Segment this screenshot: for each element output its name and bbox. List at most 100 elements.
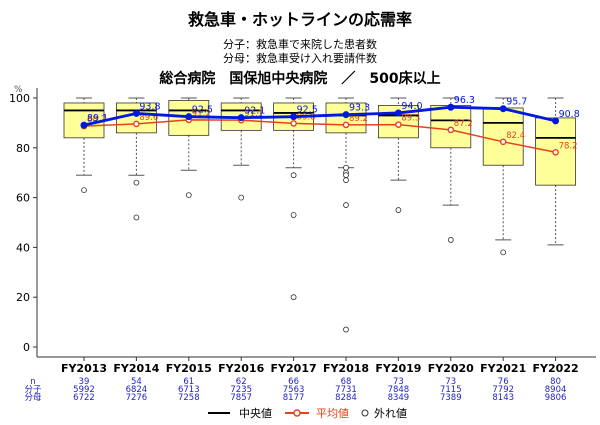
box-rect bbox=[482, 107, 524, 166]
outlier-point bbox=[81, 187, 87, 194]
hosp-series-value-label: 93.3 bbox=[349, 103, 370, 114]
count-n: 68 bbox=[341, 377, 352, 387]
outlier-point bbox=[290, 172, 297, 179]
boxplot-boxes bbox=[63, 97, 576, 333]
hosp-series-value-label: 89.1 bbox=[87, 113, 108, 124]
y-axis-ticks: 0 20 40 60 80 100 bbox=[9, 92, 37, 354]
outlier-point bbox=[343, 172, 349, 179]
outlier-point bbox=[447, 237, 454, 243]
hosp-series-point bbox=[342, 111, 350, 119]
mean-series-line bbox=[83, 119, 556, 154]
hosp-series-point bbox=[499, 105, 507, 113]
y-tick-label: 100 bbox=[9, 92, 30, 105]
y-tick-label: 60 bbox=[16, 192, 30, 205]
legend: 中央値 平均値 外れ値 bbox=[208, 407, 407, 420]
outlier-point bbox=[343, 326, 349, 333]
mean-series-value-label: 87.2 bbox=[454, 119, 473, 129]
counts-n-label: n bbox=[30, 377, 35, 387]
x-tick-label: FY2013 bbox=[61, 362, 107, 375]
counts-numerator-label: 分子 bbox=[24, 385, 42, 395]
legend-median-label: 中央値 bbox=[239, 407, 272, 420]
count-n: 39 bbox=[79, 377, 90, 387]
count-n: 66 bbox=[288, 377, 299, 387]
hosp-series-value-label: 90.8 bbox=[559, 109, 580, 120]
outlier-point bbox=[343, 177, 349, 184]
hosp-series-point bbox=[447, 103, 455, 111]
count-denominator: 8349 bbox=[388, 393, 410, 403]
count-n: 61 bbox=[183, 377, 194, 387]
count-n: 80 bbox=[550, 377, 561, 387]
box-group bbox=[482, 97, 524, 256]
outlier-point bbox=[343, 164, 349, 171]
y-tick-label: 20 bbox=[16, 291, 30, 304]
x-tick-label: FY2015 bbox=[166, 362, 212, 375]
hosp-series-value-label: 94.0 bbox=[401, 101, 422, 112]
hosp-series-point bbox=[80, 121, 88, 129]
mean-series-value-label: 88.7 bbox=[87, 115, 106, 125]
x-tick-label: FY2017 bbox=[271, 362, 317, 375]
legend-mean-marker bbox=[293, 409, 301, 417]
outlier-point bbox=[133, 214, 140, 221]
x-axis-labels: FY2013 FY2014 FY2015 FY2016 FY2017 FY2018 FY20… bbox=[61, 357, 579, 375]
x-tick-label: FY2014 bbox=[113, 362, 159, 375]
hosp-series-value-label: 92.1 bbox=[244, 106, 265, 117]
outlier-point bbox=[500, 249, 507, 256]
count-numerator: 7731 bbox=[335, 385, 357, 395]
box-group bbox=[325, 97, 367, 333]
count-numerator: 8904 bbox=[545, 385, 567, 395]
mean-series-value-label: 91.2 bbox=[192, 109, 211, 119]
mean-series-value-label: 91.1 bbox=[244, 109, 263, 119]
legend-outlier-marker bbox=[361, 409, 369, 417]
outlier-point bbox=[133, 179, 140, 186]
hosp-series-line bbox=[83, 105, 556, 127]
hosp-series-point bbox=[394, 109, 402, 117]
box-group bbox=[63, 97, 105, 194]
count-n: 73 bbox=[393, 377, 404, 387]
x-tick-label: FY2022 bbox=[533, 362, 579, 375]
hosp-series-point bbox=[132, 109, 140, 117]
mean-series-value-label: 89.6 bbox=[139, 113, 158, 123]
count-n: 73 bbox=[445, 377, 456, 387]
outlier-point bbox=[395, 207, 402, 213]
mean-series-point bbox=[499, 138, 507, 146]
counts-denominator-label: 分母 bbox=[24, 393, 41, 403]
hosp-series-point bbox=[237, 114, 245, 122]
y-tick-label: 0 bbox=[23, 341, 30, 354]
mean-series-point bbox=[552, 148, 559, 156]
count-denominator: 7276 bbox=[126, 393, 148, 403]
mean-series-value-label: 82.4 bbox=[506, 131, 525, 141]
hosp-series-value-label: 95.7 bbox=[506, 97, 527, 108]
mean-series-point bbox=[395, 121, 402, 128]
box-group bbox=[273, 97, 315, 301]
y-tick-label: 40 bbox=[16, 241, 30, 254]
x-tick-label: FY2021 bbox=[480, 362, 526, 375]
count-denominator: 7389 bbox=[440, 393, 462, 403]
denominator-note: 分母：救急車受け入れ要請件数 bbox=[223, 51, 377, 65]
count-numerator: 7235 bbox=[230, 385, 252, 395]
count-n: 54 bbox=[131, 377, 142, 387]
count-denominator: 6722 bbox=[73, 393, 95, 403]
mean-series-point bbox=[290, 120, 297, 127]
mean-series-value-label: 89.2 bbox=[349, 114, 368, 124]
chart-title: 救急車・ホットラインの応需率 bbox=[188, 10, 412, 29]
numerator-note: 分子：救急車で来院した患者数 bbox=[223, 37, 377, 51]
mean-series-value-label: 78.2 bbox=[559, 141, 578, 151]
count-numerator: 6824 bbox=[126, 385, 148, 395]
x-tick-label: FY2016 bbox=[218, 362, 264, 375]
hosp-series-value-label: 96.3 bbox=[454, 95, 475, 106]
y-unit-label: % bbox=[14, 85, 23, 95]
count-n: 62 bbox=[236, 377, 247, 387]
mean-series-point bbox=[342, 121, 350, 129]
count-n: 76 bbox=[498, 377, 509, 387]
outlier-point bbox=[290, 212, 297, 218]
count-denominator: 7857 bbox=[230, 393, 252, 403]
outlier-point bbox=[238, 194, 245, 201]
count-denominator: 8177 bbox=[283, 393, 305, 403]
hosp-series-point bbox=[290, 113, 298, 121]
count-denominator: 8143 bbox=[492, 393, 514, 403]
x-tick-label: FY2018 bbox=[323, 362, 369, 375]
count-denominator: 9806 bbox=[545, 393, 567, 403]
count-numerator: 6713 bbox=[178, 385, 200, 395]
